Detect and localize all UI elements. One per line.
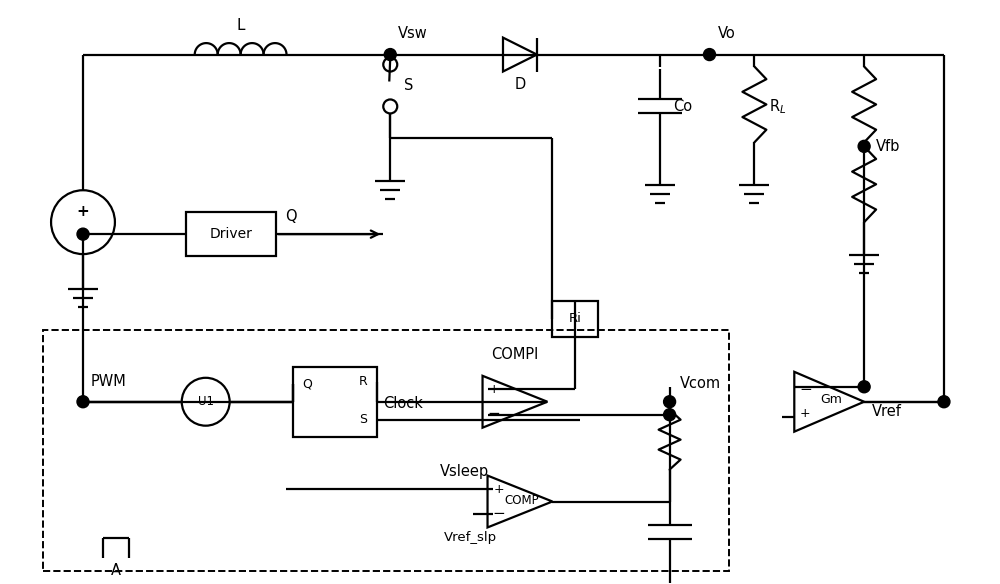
Text: S: S bbox=[359, 413, 367, 426]
Circle shape bbox=[938, 396, 950, 408]
Text: R$_L$: R$_L$ bbox=[769, 97, 787, 116]
Text: D: D bbox=[514, 77, 526, 92]
Circle shape bbox=[77, 396, 89, 408]
Text: Co: Co bbox=[674, 99, 693, 114]
Text: −: − bbox=[799, 383, 812, 397]
Text: Vref_slp: Vref_slp bbox=[444, 531, 497, 544]
Text: Vcom: Vcom bbox=[680, 376, 721, 391]
Text: R: R bbox=[359, 376, 368, 388]
Circle shape bbox=[384, 48, 396, 61]
Text: S: S bbox=[404, 78, 414, 93]
Text: +: + bbox=[488, 383, 499, 397]
Bar bbox=[293, 367, 377, 437]
Text: U1: U1 bbox=[198, 395, 214, 408]
Text: L: L bbox=[236, 18, 245, 33]
Text: Ri: Ri bbox=[568, 312, 581, 325]
Text: Q: Q bbox=[303, 377, 312, 390]
Text: Q: Q bbox=[286, 208, 297, 224]
Text: Vsleep: Vsleep bbox=[440, 464, 489, 479]
Text: Vfb: Vfb bbox=[876, 139, 900, 154]
Circle shape bbox=[77, 228, 89, 240]
Text: +: + bbox=[800, 407, 811, 420]
Text: Vo: Vo bbox=[717, 26, 735, 41]
Circle shape bbox=[858, 381, 870, 393]
Circle shape bbox=[664, 409, 676, 420]
Text: Gm: Gm bbox=[820, 393, 842, 406]
Text: Driver: Driver bbox=[209, 227, 252, 241]
Text: A: A bbox=[111, 564, 121, 578]
Text: Vsw: Vsw bbox=[398, 26, 428, 41]
Circle shape bbox=[858, 140, 870, 152]
Text: −: − bbox=[487, 406, 500, 421]
Text: +: + bbox=[77, 204, 89, 218]
Text: Vref: Vref bbox=[872, 404, 902, 419]
Text: Clock: Clock bbox=[383, 396, 423, 411]
Circle shape bbox=[664, 396, 676, 408]
Text: −: − bbox=[492, 506, 505, 521]
Bar bbox=[186, 212, 276, 256]
Circle shape bbox=[704, 48, 715, 61]
Text: PWM: PWM bbox=[91, 374, 127, 390]
Text: COMPI: COMPI bbox=[491, 347, 539, 362]
Bar bbox=[552, 301, 598, 337]
Text: +: + bbox=[493, 483, 504, 496]
Text: −: − bbox=[75, 224, 91, 242]
Text: COMP: COMP bbox=[505, 494, 539, 507]
Bar bbox=[43, 330, 729, 571]
